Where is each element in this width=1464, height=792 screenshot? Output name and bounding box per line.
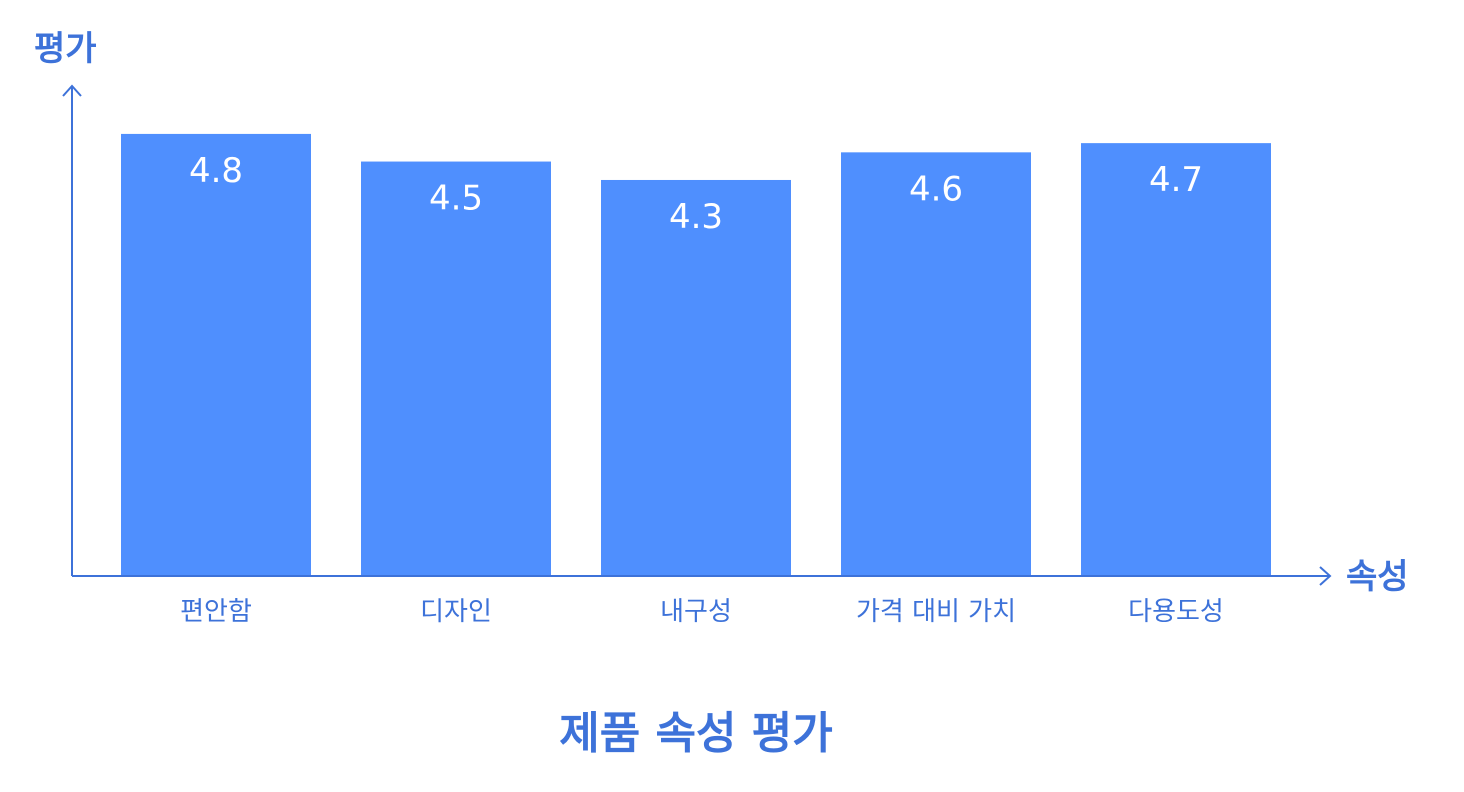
x-axis-title: 속성 (1346, 557, 1409, 597)
x-tick-label-4: 가격 대비 가치 (856, 597, 1016, 627)
data-label-1: 4.8 (189, 151, 243, 191)
bar-2 (361, 161, 551, 577)
data-label-3: 4.3 (669, 197, 723, 237)
bar-3 (601, 179, 791, 576)
bar-1 (121, 133, 311, 577)
x-tick-label-5: 다용도성 (1128, 597, 1224, 627)
data-labels-layer: 4.8 4.5 4.3 4.6 4.7 (189, 151, 1203, 237)
y-axis-arrow-icon (62, 84, 82, 97)
x-tick-labels: 편안함 디자인 내구성 가격 대비 가치 다용도성 (180, 597, 1224, 627)
data-label-4: 4.6 (909, 169, 963, 209)
data-label-2: 4.5 (429, 179, 483, 219)
data-label-5: 4.7 (1149, 160, 1203, 200)
y-axis-title: 평가 (34, 29, 97, 69)
bar-4 (841, 152, 1031, 576)
chart-title: 제품 속성 평가 (559, 708, 833, 759)
x-axis-arrow-icon (1319, 566, 1332, 586)
x-tick-label-2: 디자인 (420, 597, 492, 627)
bar-5 (1081, 143, 1271, 576)
x-tick-label-3: 내구성 (660, 597, 732, 627)
bars-layer (121, 133, 1271, 577)
x-tick-label-1: 편안함 (180, 597, 252, 627)
